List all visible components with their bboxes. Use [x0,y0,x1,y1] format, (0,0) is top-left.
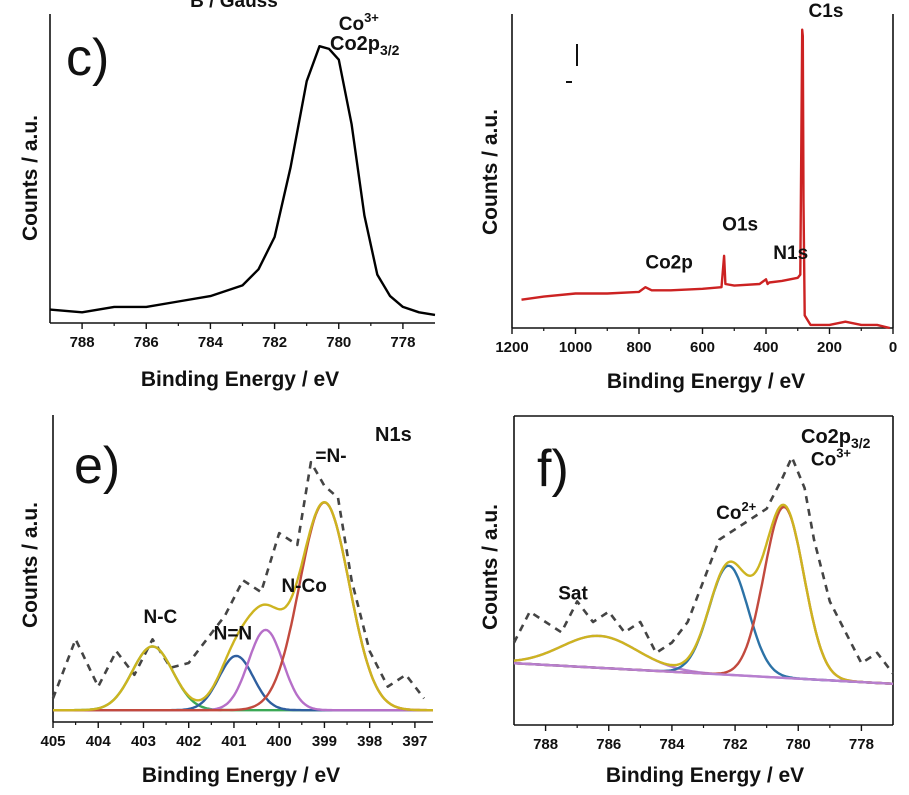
xtick-label-e: 402 [176,733,201,750]
annotation-d: O1s [722,215,758,236]
annotation-e: N-Co [281,576,326,597]
panel-c-xlabel: Binding Energy / eV [141,368,339,391]
panel-f-xlabel: Binding Energy / eV [606,764,804,787]
panel-d-xlabel: Binding Energy / eV [607,370,805,393]
annotation-d: Co2p [645,252,693,273]
xtick-label-f: 786 [596,736,621,753]
series-e-envelope [53,501,433,712]
xtick-label-d: 1200 [495,339,528,356]
xtick-label-f: 778 [849,736,874,753]
panel-f-ylabel: Counts / a.u. [479,504,502,630]
series-f-envelope [513,503,894,685]
xtick-label-e: 399 [312,733,337,750]
panel-d-ylabel: Counts / a.u. [479,109,502,235]
xtick-label-c: 786 [134,334,159,351]
panel-d: Counts / a.u. Binding Energy / eV [479,44,805,393]
panel-f-title: Co2p3/2 [801,426,871,451]
series-f-background [513,662,894,685]
plot-c: 788 786 784 782 780 778 Co3+ [49,10,436,351]
xtick-label-e: 405 [40,733,65,750]
plots: 788 786 784 782 780 778 Co3+ 1200 1000 800 600 400 2… [40,1,897,753]
annotation-d: C1s [809,1,844,22]
annotation-f: Co3+ [811,445,852,470]
panel-c: c) Co2p3/2 Counts / a.u. Binding Energy … [19,29,400,391]
panel-c-ylabel: Counts / a.u. [19,115,42,241]
plot-d: 1200 1000 800 600 400 200 0 C1s O1s N1s Co2p [495,1,897,356]
panel-c-title: Co2p3/2 [330,33,400,58]
plot-f: 788 786 784 782 780 778 Sat Co2+ Co3+ [512,415,895,753]
annotation-e: =N- [315,446,346,467]
xtick-label-f: 788 [533,736,558,753]
series-f-raw-data [512,455,895,675]
xtick-label-c: 782 [262,334,287,351]
panel-f: f) Co2p3/2 Counts / a.u. Binding Energy … [479,426,871,787]
xtick-label-e: 398 [357,733,382,750]
annotation-f: Co2+ [716,499,757,524]
xtick-label-e: 397 [402,733,427,750]
top-cutoff-label: B / Gauss [190,0,278,12]
xtick-label-f: 784 [659,736,685,753]
xtick-label-d: 400 [753,339,778,356]
annotation-c: Co3+ [339,10,380,35]
xtick-label-d: 600 [690,339,715,356]
panel-c-label: c) [66,29,109,87]
xtick-label-c: 788 [70,334,95,351]
xtick-label-d: 800 [626,339,651,356]
panel-d-artifact-2 [566,81,572,83]
xtick-label-c: 784 [198,334,224,351]
xtick-label-f: 782 [723,736,748,753]
xtick-label-e: 401 [221,733,246,750]
xtick-label-d: 0 [889,339,897,356]
xtick-label-c: 780 [326,334,351,351]
xtick-label-c: 778 [390,334,415,351]
xtick-label-e: 400 [267,733,292,750]
panel-e-label: e) [74,437,120,495]
xtick-label-f: 780 [786,736,811,753]
series-c-co2p3-2 [49,45,436,317]
xtick-label-d: 1000 [559,339,592,356]
annotation-d: N1s [773,243,808,264]
series-e-raw-data [51,460,426,700]
annotation-f: Sat [558,583,588,604]
xtick-label-d: 200 [817,339,842,356]
xtick-label-e: 404 [86,733,112,750]
panel-f-label: f) [537,440,569,498]
panel-d-artifact [576,44,578,66]
panel-e-title: N1s [375,424,412,446]
series-d-survey [521,28,891,330]
panel-e-xlabel: Binding Energy / eV [142,764,340,787]
annotation-e: N-C [143,607,177,628]
xtick-label-e: 403 [131,733,156,750]
annotation-e: N=N [214,623,253,644]
plot-e: 405 404 403 402 401 400 399 398 397 N-C N=N N-Co =N- [40,415,433,750]
panel-e: e) N1s Counts / a.u. Binding Energy / eV [19,424,412,787]
panel-e-ylabel: Counts / a.u. [19,502,42,628]
